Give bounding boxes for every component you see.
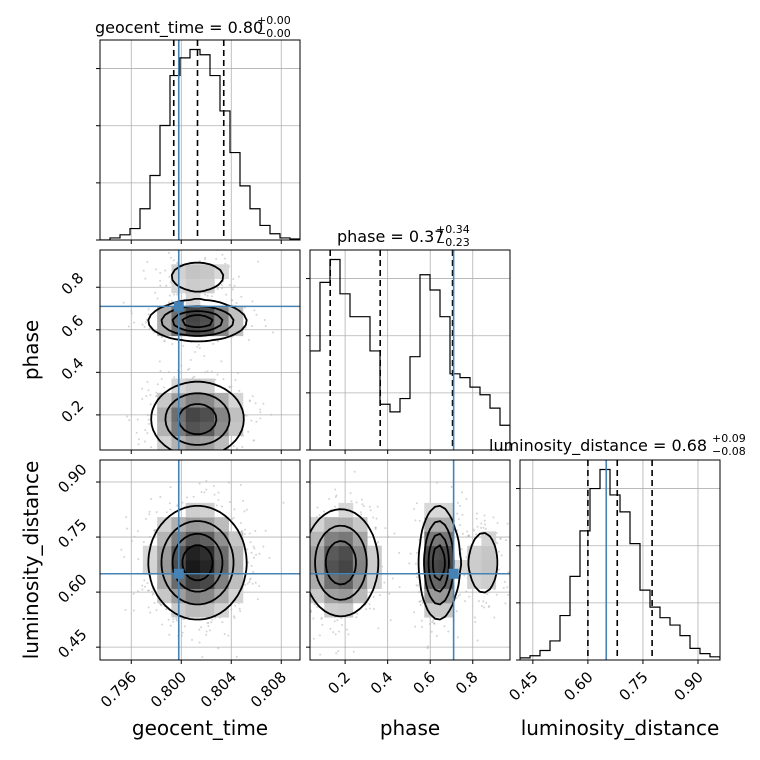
scatter-points [122,250,274,450]
xtick-label-luminosity_distance: 0.45 [505,668,541,704]
xtick-label-phase: 0.2 [324,668,354,698]
xtick-label-luminosity_distance: 0.60 [560,668,596,704]
ylabel-luminosity-distance: luminosity_distance [19,461,43,660]
title-luminosity-distance: luminosity_distance = 0.68 [489,436,707,456]
xtick-label-phase: 0.6 [409,668,439,698]
hist-geocent-time-panel [96,39,301,241]
density-cells [310,502,497,618]
ytick-label-luminosity_distance: 0.60 [54,570,90,606]
ytick-label-phase: 0.6 [58,311,88,341]
ytick-label-phase: 0.8 [58,269,88,299]
grid [100,40,300,240]
density-phase-vs-geocent-time-panel [99,249,301,451]
title-phase-sup: +0.34 [436,223,470,236]
title-luminosity-distance-sup: +0.09 [712,432,746,445]
title-phase: phase = 0.37 [337,227,444,246]
xlabel-luminosity-distance: luminosity_distance [521,716,720,740]
density-luminosity-distance-vs-geocent-time-panel [99,459,301,661]
xtick-label-geocent_time: 0.800 [147,668,190,711]
xtick-label-luminosity_distance: 0.75 [615,668,651,704]
title-geocent-time: geocent_time = 0.80 [95,18,263,38]
ytick-label-luminosity_distance: 0.90 [54,460,90,496]
ytick-label-phase: 0.2 [58,397,88,427]
xtick-label-geocent_time: 0.796 [97,668,140,711]
xtick-label-geocent_time: 0.804 [197,668,240,711]
hist-step-luminosity_distance [520,468,720,660]
ylabel-phase: phase [19,320,43,380]
ytick-label-luminosity_distance: 0.45 [54,625,90,661]
title-phase-sub: −0.23 [436,236,470,249]
xtick-label-luminosity_distance: 0.90 [670,668,706,704]
truth-marker [173,568,184,579]
title-geocent-time-sub: −0.00 [257,27,291,40]
contours [310,505,499,621]
xtick-label-phase: 0.4 [367,668,397,698]
ytick-label-luminosity_distance: 0.75 [54,515,90,551]
hist-step-geocent_time [100,48,300,240]
xlabel-phase: phase [380,716,440,740]
truth-marker [173,301,184,312]
hist-phase-panel [306,249,511,451]
hist-step-phase [310,258,510,450]
xlabel-geocent-time: geocent_time [132,716,268,740]
xtick-label-geocent_time: 0.808 [247,668,290,711]
density-cells [142,502,244,618]
title-luminosity-distance-sub: −0.08 [712,445,746,458]
contours [147,261,248,450]
title-geocent-time-sup: +0.00 [257,14,291,27]
hist-luminosity-distance-panel [516,459,721,661]
ytick-label-phase: 0.4 [58,354,88,384]
xtick-label-phase: 0.8 [452,668,482,698]
density-luminosity-distance-vs-phase-panel [309,459,511,661]
truth-marker [448,568,459,579]
